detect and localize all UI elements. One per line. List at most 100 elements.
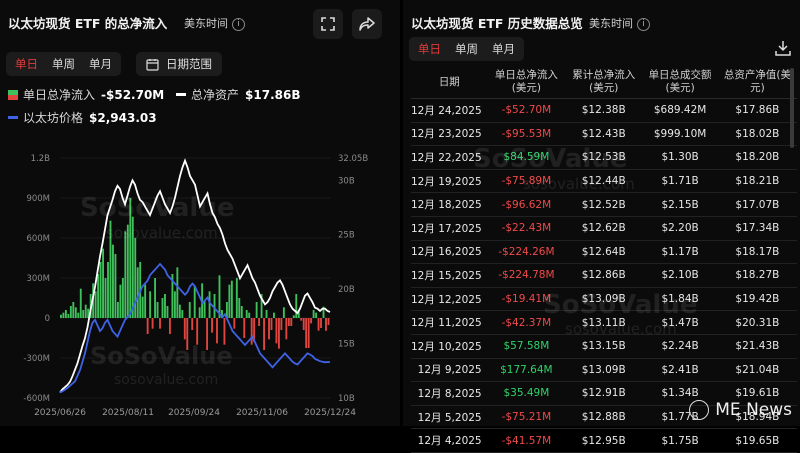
price-line xyxy=(59,262,331,394)
table-row[interactable]: 12月 10,2025 $57.58M $13.15B $2.24B $21.43B xyxy=(411,334,797,359)
cell-cumulative-inflow: $12.64B xyxy=(565,240,643,265)
table-row[interactable]: 12月 22,2025 $84.59M $12.53B $1.30B $18.20B xyxy=(411,145,797,170)
inflow-bar xyxy=(62,312,65,318)
inflow-bar xyxy=(69,306,72,318)
inflow-bar xyxy=(99,262,102,318)
download-icon[interactable] xyxy=(775,40,791,56)
inflow-bar xyxy=(211,318,213,333)
brand-badge: ME News xyxy=(689,400,792,420)
y-left-tick-label: 1.2B xyxy=(31,154,51,164)
table-header-row: 日期 单日总净流入 (美元) 累计总净流入 (美元) 单日总成交额 (美元) 总… xyxy=(411,66,797,99)
cell-cumulative-inflow: $13.11B xyxy=(565,310,643,335)
tab-month[interactable]: 单月 xyxy=(492,42,515,56)
table-row[interactable]: 12月 18,2025 -$96.62M $12.52B $2.15B $17.07B xyxy=(411,192,797,217)
cell-daily-volume: $2.15B xyxy=(642,192,718,217)
cell-nav: $18.27B xyxy=(717,263,797,288)
y-right-tick-label: 20B xyxy=(338,285,355,295)
table-row[interactable]: 12月 9,2025 $177.64M $13.09B $2.41B $21.04B xyxy=(411,358,797,383)
cell-cumulative-inflow: $12.91B xyxy=(565,381,643,406)
y-right-tick-label: 32.05B xyxy=(338,154,368,164)
tab-day[interactable]: 单日 xyxy=(15,57,38,71)
col-cumulative-inflow[interactable]: 累计总净流入 (美元) xyxy=(565,66,643,99)
share-button[interactable] xyxy=(352,9,382,39)
cell-date: 12月 10,2025 xyxy=(411,334,488,359)
table-row[interactable]: 12月 16,2025 -$224.26M $12.64B $1.17B $18.17B xyxy=(411,240,797,265)
cell-nav: $19.42B xyxy=(717,287,797,312)
inflow-bar xyxy=(114,254,117,318)
cell-daily-inflow: $84.59M xyxy=(487,145,566,170)
cell-daily-volume: $2.20B xyxy=(642,216,718,241)
fullscreen-button[interactable] xyxy=(313,9,343,39)
inflow-bar xyxy=(166,306,169,318)
y-left-tick-label: 600M xyxy=(26,234,50,244)
cell-cumulative-inflow: $13.09B xyxy=(565,358,643,383)
info-icon[interactable]: i xyxy=(232,17,245,31)
inflow-bar xyxy=(297,310,300,318)
cell-cumulative-inflow: $12.52B xyxy=(565,192,643,217)
col-daily-volume[interactable]: 单日总成交额 (美元) xyxy=(642,66,718,99)
inflow-bar xyxy=(183,318,186,340)
inflow-bar xyxy=(320,318,322,328)
cell-date: 12月 16,2025 xyxy=(411,240,488,265)
y-left-tick-label: 300M xyxy=(26,274,50,284)
cell-daily-volume: $1.17B xyxy=(642,240,718,265)
cell-date: 12月 11,2025 xyxy=(411,310,488,335)
table-row[interactable]: 12月 4,2025 -$41.57M $12.95B $1.75B $19.65B xyxy=(411,428,797,453)
x-tick-label: 2025/11/06 xyxy=(236,408,288,418)
tab-week[interactable]: 单周 xyxy=(455,42,478,56)
inflow-bar xyxy=(263,318,265,350)
y-left-tick-label: 0 xyxy=(45,314,50,324)
inflow-bar xyxy=(213,294,216,318)
table-scrollbar[interactable] xyxy=(790,68,794,148)
inflow-bar xyxy=(277,318,280,349)
inflow-bar xyxy=(327,318,330,326)
inflow-bar xyxy=(280,318,283,330)
col-daily-inflow[interactable]: 单日总净流入 (美元) xyxy=(487,66,566,99)
inflow-bar xyxy=(129,198,132,318)
tab-day[interactable]: 单日 xyxy=(418,42,441,56)
cell-nav: $19.65B xyxy=(717,428,797,453)
info-icon[interactable]: i xyxy=(637,17,650,31)
cell-cumulative-inflow: $12.95B xyxy=(565,428,643,453)
legend-assets-value: $17.86B xyxy=(245,87,301,102)
table-row[interactable]: 12月 24,2025 -$52.70M $12.38B $689.42M $17.86… xyxy=(411,98,797,123)
inflow-bar xyxy=(144,284,147,318)
cell-daily-volume: $1.30B xyxy=(642,145,718,170)
table-row[interactable]: 12月 12,2025 -$19.41M $13.09B $1.84B $19.42B xyxy=(411,287,797,312)
table-row[interactable]: 12月 17,2025 -$22.43M $12.62B $2.20B $17.34B xyxy=(411,216,797,241)
table-row[interactable]: 12月 11,2025 -$42.37M $13.11B $1.47B $20.31B xyxy=(411,310,797,335)
tab-week[interactable]: 单周 xyxy=(52,57,75,71)
cell-daily-inflow: -$52.70M xyxy=(487,98,566,123)
table-row[interactable]: 12月 8,2025 $35.49M $12.91B $1.34B $19.61B xyxy=(411,381,797,406)
inflow-bar xyxy=(79,288,82,318)
legend-assets: 总净资产 $17.86B xyxy=(176,86,300,103)
share-icon xyxy=(359,17,375,31)
legend-price: 以太坊价格 $2,943.03 xyxy=(8,109,157,126)
inflow-bar xyxy=(292,315,295,318)
inflow-bar xyxy=(282,307,285,318)
date-range-button[interactable]: 日期范围 xyxy=(136,52,222,76)
cell-nav: $17.34B xyxy=(717,216,797,241)
inflow-bar xyxy=(307,318,310,348)
inflow-bar xyxy=(270,318,273,330)
inflow-bar xyxy=(300,318,303,321)
legend-net-inflow-label: 单日总净流入 xyxy=(23,88,96,102)
table-row[interactable]: 12月 19,2025 -$75.89M $12.44B $1.71B $18.21B xyxy=(411,169,797,194)
chart-title: 以太坊现货 ETF 的总净流入 xyxy=(8,16,168,31)
inflow-bar xyxy=(186,318,189,350)
table-row[interactable]: 12月 23,2025 -$95.53M $12.43B $999.10M $18.02… xyxy=(411,122,797,147)
col-nav[interactable]: 总资产净值(美 元) xyxy=(717,66,797,99)
cell-nav: $18.17B xyxy=(717,240,797,265)
tab-month[interactable]: 单月 xyxy=(89,57,112,71)
inflow-bar xyxy=(104,278,107,318)
right-panel: 以太坊现货 ETF 历史数据总览 美东时间 i 单日 单周 单月 日期 单日总净流… xyxy=(403,0,800,453)
y-right-tick-label: 10B xyxy=(338,394,355,404)
period-tabs: 单日 单周 单月 xyxy=(6,52,121,76)
cell-daily-inflow: -$224.26M xyxy=(487,240,566,265)
y-left-tick-label: -600M xyxy=(23,394,50,404)
cell-cumulative-inflow: $12.43B xyxy=(565,122,643,147)
inflow-bar xyxy=(285,318,288,340)
inflow-bar xyxy=(181,310,184,318)
table-row[interactable]: 12月 15,2025 -$224.78M $12.86B $2.10B $18.27B xyxy=(411,263,797,288)
col-date[interactable]: 日期 xyxy=(411,66,488,99)
